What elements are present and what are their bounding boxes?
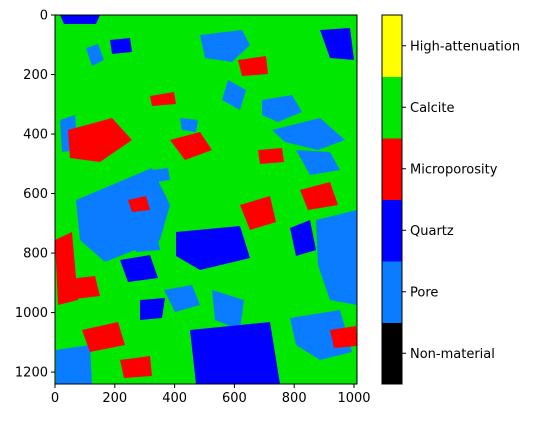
colorbar-frame xyxy=(381,14,403,385)
colorbar-swatch xyxy=(382,15,402,77)
phase-region xyxy=(272,118,345,150)
colorbar-label: Quartz xyxy=(410,224,454,239)
phase-region xyxy=(56,345,92,384)
phase-region xyxy=(316,210,357,305)
phase-region xyxy=(290,220,316,256)
phase-regions xyxy=(55,15,357,384)
phase-region xyxy=(130,228,160,252)
y-tick-label: 0 xyxy=(40,9,48,24)
y-tick-label: 400 xyxy=(23,128,48,143)
phase-region xyxy=(60,15,100,24)
y-tick-label: 600 xyxy=(23,187,48,202)
phase-region xyxy=(170,132,212,160)
phase-region xyxy=(140,298,165,320)
phase-region xyxy=(320,28,354,60)
phase-region xyxy=(86,44,104,66)
colorbar-swatch xyxy=(382,199,402,262)
x-tick-label: 400 xyxy=(162,391,187,406)
phase-region xyxy=(212,290,244,330)
phase-region xyxy=(330,326,357,348)
x-tick-label: 0 xyxy=(51,391,59,406)
phase-region xyxy=(120,255,158,282)
colorbar: Non-material Pore Quartz Microporosity Calci… xyxy=(381,14,520,385)
colorbar-label: High-attenuation xyxy=(410,39,520,54)
phase-region xyxy=(164,285,200,312)
x-tick-label: 1000 xyxy=(337,391,370,406)
colorbar-label: Pore xyxy=(410,285,438,300)
phase-region xyxy=(222,80,246,110)
phase-region xyxy=(200,30,250,62)
phase-region xyxy=(296,150,340,175)
phase-region xyxy=(82,322,125,352)
phase-region xyxy=(240,196,276,230)
phase-region xyxy=(68,118,132,162)
colorbar-label: Microporosity xyxy=(410,162,498,177)
x-tick-label: 600 xyxy=(222,391,247,406)
segmentation-map xyxy=(54,14,358,385)
colorbar-label: Calcite xyxy=(410,101,455,116)
colorbar-swatch xyxy=(382,261,402,323)
phase-region xyxy=(110,38,132,54)
phase-region xyxy=(120,356,152,378)
y-tick-label: 1000 xyxy=(15,306,48,321)
colorbar-swatch xyxy=(382,76,402,139)
y-tick-label: 1200 xyxy=(15,366,48,381)
colorbar-label: Non-material xyxy=(410,347,495,362)
phase-region xyxy=(152,168,170,182)
y-axis: 0 200 400 600 800 1000 1200 xyxy=(15,9,55,381)
phase-region xyxy=(238,56,268,76)
x-axis: 0 200 400 600 800 1000 xyxy=(51,384,371,406)
phase-region xyxy=(258,148,284,164)
phase-region xyxy=(60,276,100,300)
phase-region xyxy=(128,196,150,212)
colorbar-swatch xyxy=(382,138,402,200)
x-tick-label: 800 xyxy=(282,391,307,406)
y-tick-label: 200 xyxy=(23,68,48,83)
x-tick-label: 200 xyxy=(102,391,127,406)
y-tick-label: 800 xyxy=(23,247,48,262)
colorbar-swatch xyxy=(382,322,402,385)
phase-region xyxy=(300,182,338,210)
phase-region xyxy=(262,95,302,122)
phase-region xyxy=(176,226,250,270)
phase-region xyxy=(180,118,198,132)
plot-frame xyxy=(54,14,358,385)
phase-region xyxy=(150,92,176,106)
phase-region xyxy=(190,322,280,384)
